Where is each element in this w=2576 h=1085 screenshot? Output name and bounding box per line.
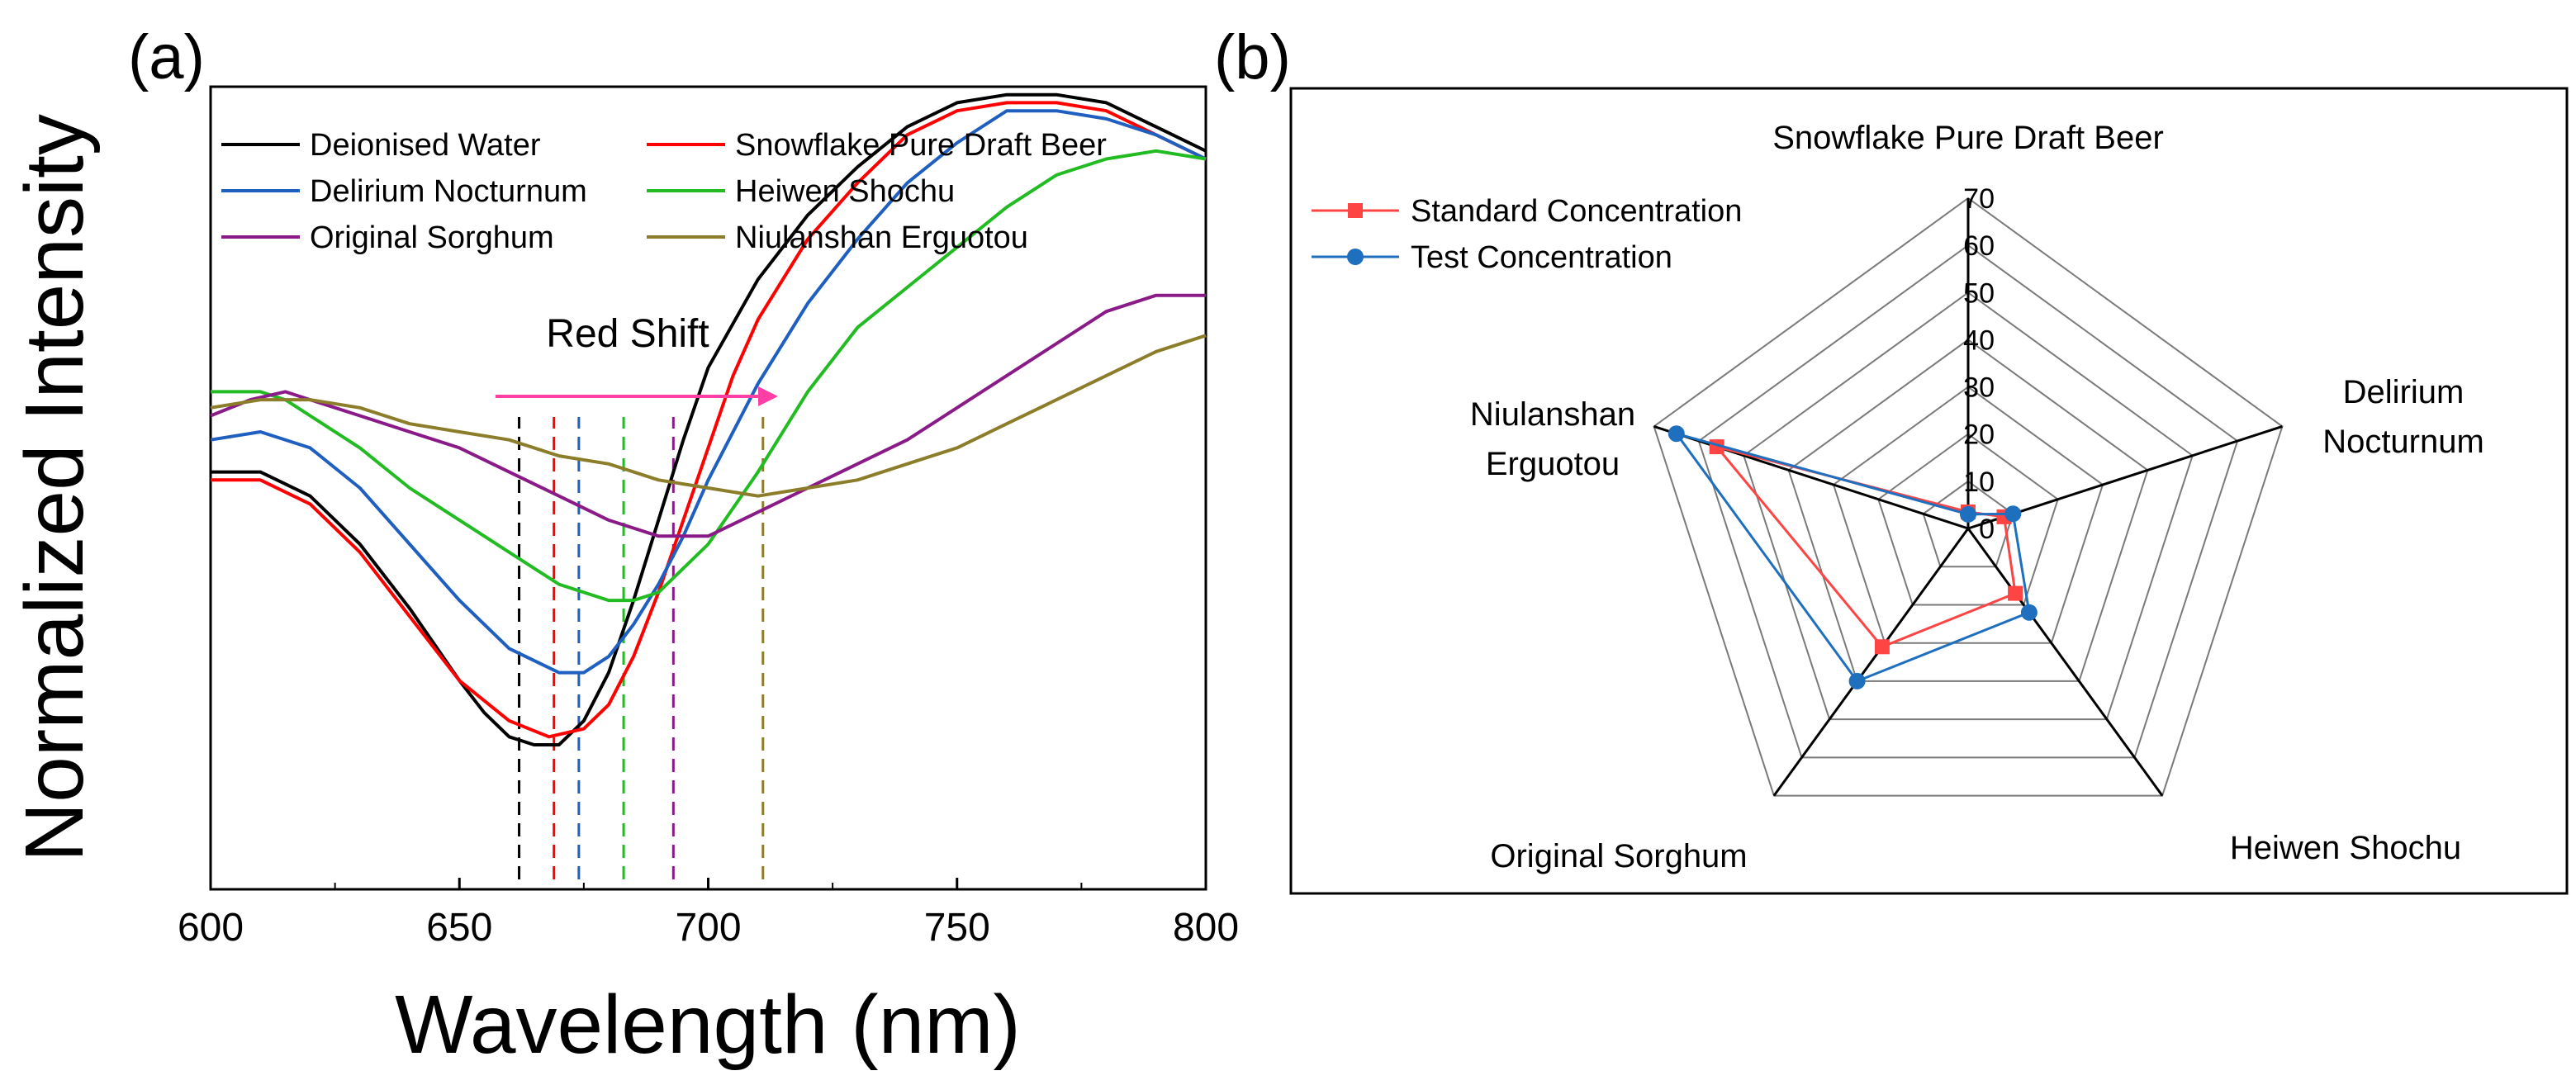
panel-a-label: (a): [128, 22, 205, 92]
radar-spoke: [1653, 424, 1969, 530]
spectrum-line: [210, 293, 1206, 538]
radar-grid-ring: [1877, 433, 2059, 606]
radar-tick-label: 40: [1963, 325, 1995, 356]
radar-category-label: Niulanshan Erguotou: [1470, 396, 1635, 482]
legend-label: Original Sorghum: [310, 220, 554, 255]
radar-tick-label: 60: [1963, 230, 1995, 262]
radar-grid-ring: [1653, 197, 2284, 797]
panel-a-chart: 600 650 700 750 800 Deionised Water Snowflake…: [178, 85, 1239, 950]
radar-spoke: [1966, 528, 2164, 797]
x-tick-label: 650: [426, 906, 492, 950]
plot-b-frame: [1289, 87, 2569, 895]
radar-grid-ring: [1697, 244, 2239, 759]
radar-tick-label: 0: [1979, 514, 1995, 545]
legend-label: Niulanshan Erguotou: [735, 220, 1028, 255]
radar-category-label: Delirium Nocturnum: [2322, 374, 2484, 460]
legend-label: Snowflake Pure Draft Beer: [735, 128, 1107, 163]
radar-tick-label: 20: [1963, 419, 1995, 451]
radar-tick-label: 70: [1963, 183, 1995, 215]
red-shift-label: Red Shift: [546, 312, 709, 356]
radar-category-label: Snowflake Pure Draft Beer: [1772, 120, 2164, 156]
legend-marker: [1347, 249, 1364, 265]
x-tick-label: 800: [1173, 906, 1239, 950]
x-tick-label: 600: [178, 906, 244, 950]
legend-label: Standard Concentration: [1411, 194, 1742, 229]
y-axis-title: Normalized Intensity: [8, 114, 101, 862]
radar-grid-ring: [1922, 480, 2014, 568]
radar-grid-ring: [1787, 339, 2149, 682]
radar-point: [2004, 505, 2022, 523]
spectrum-line: [210, 334, 1207, 498]
radar-point: [1960, 505, 1976, 523]
radar-category-label: Heiwen Shochu: [2230, 830, 2461, 866]
radar-tick-label: 10: [1963, 467, 1995, 498]
legend-label: Heiwen Shochu: [735, 174, 955, 209]
radar-point: [1874, 639, 1890, 655]
radar-spoke: [1772, 528, 1970, 797]
spectrum-line: [210, 109, 1207, 675]
legend-label: Deionised Water: [310, 128, 541, 163]
radar-point: [2020, 604, 2038, 621]
radar-point: [1848, 672, 1866, 689]
radar-point: [1668, 425, 1685, 443]
spectrum-line: [211, 101, 1207, 739]
legend-label: Test Concentration: [1411, 240, 1672, 275]
radar-grid-ring: [1743, 291, 2194, 721]
spectrum-line: [211, 149, 1207, 603]
panel-b-chart: 0 10 20 30 40 50 60 70 Snowflake Pure Draft Bee…: [1312, 120, 2484, 874]
legend-label: Delirium Nocturnum: [310, 174, 587, 209]
radar-category-label: Original Sorghum: [1490, 838, 1747, 874]
legend-marker: [1348, 203, 1363, 218]
radar-point: [2008, 585, 2023, 601]
radar-tick-label: 30: [1963, 372, 1995, 404]
panel-b-label: (b): [1214, 22, 1291, 92]
radar-tick-label: 50: [1963, 277, 1995, 309]
red-shift-arrowhead: [758, 386, 778, 406]
x-tick-label: 700: [675, 906, 741, 950]
spectrum-line: [211, 92, 1207, 746]
radar-grid-ring: [1832, 386, 2104, 644]
x-tick-label: 750: [924, 906, 990, 950]
x-axis-title: Wavelength (nm): [395, 978, 1021, 1071]
